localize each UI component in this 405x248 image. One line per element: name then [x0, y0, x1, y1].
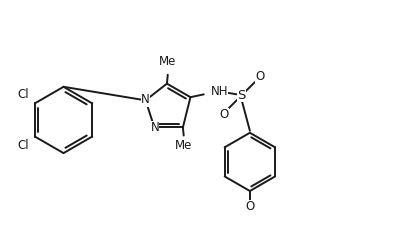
Text: O: O [245, 200, 254, 213]
Text: Me: Me [175, 139, 192, 152]
Text: Cl: Cl [18, 88, 29, 101]
Text: S: S [237, 89, 245, 102]
Text: Cl: Cl [18, 139, 29, 152]
Text: N: N [150, 121, 159, 134]
Text: O: O [219, 108, 228, 121]
Text: O: O [254, 70, 264, 83]
Text: NH: NH [210, 85, 228, 98]
Text: Me: Me [159, 55, 176, 68]
Text: N: N [141, 93, 149, 106]
